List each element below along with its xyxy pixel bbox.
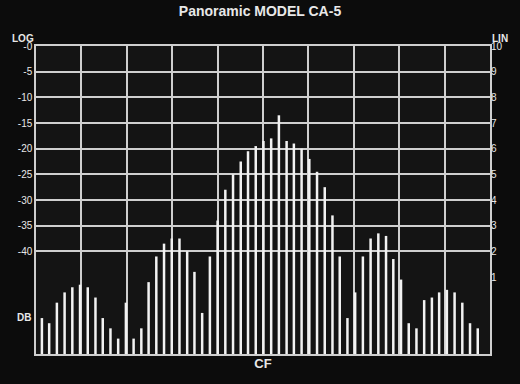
svg-text:LOG: LOG (12, 33, 34, 44)
svg-text:6: 6 (491, 143, 497, 154)
svg-text:3: 3 (491, 220, 497, 231)
svg-text:5: 5 (491, 169, 497, 180)
svg-text:-30: -30 (18, 195, 33, 206)
svg-text:-40: -40 (18, 246, 33, 257)
svg-text:2: 2 (491, 246, 497, 257)
svg-text:CF: CF (254, 356, 271, 371)
svg-text:Panoramic MODEL CA-5: Panoramic MODEL CA-5 (179, 3, 342, 19)
svg-text:10: 10 (491, 41, 503, 52)
svg-text:-15: -15 (18, 118, 33, 129)
svg-text:-0: -0 (23, 41, 32, 52)
svg-text:9: 9 (491, 66, 497, 77)
svg-text:-25: -25 (18, 169, 33, 180)
svg-text:4: 4 (491, 195, 497, 206)
svg-text:1: 1 (491, 272, 497, 283)
svg-text:7: 7 (491, 118, 497, 129)
svg-text:-10: -10 (18, 92, 33, 103)
svg-text:8: 8 (491, 92, 497, 103)
svg-text:LIN: LIN (492, 33, 508, 44)
svg-text:-35: -35 (18, 220, 33, 231)
svg-text:-20: -20 (18, 143, 33, 154)
svg-text:-5: -5 (23, 66, 32, 77)
svg-text:DB: DB (17, 312, 31, 323)
